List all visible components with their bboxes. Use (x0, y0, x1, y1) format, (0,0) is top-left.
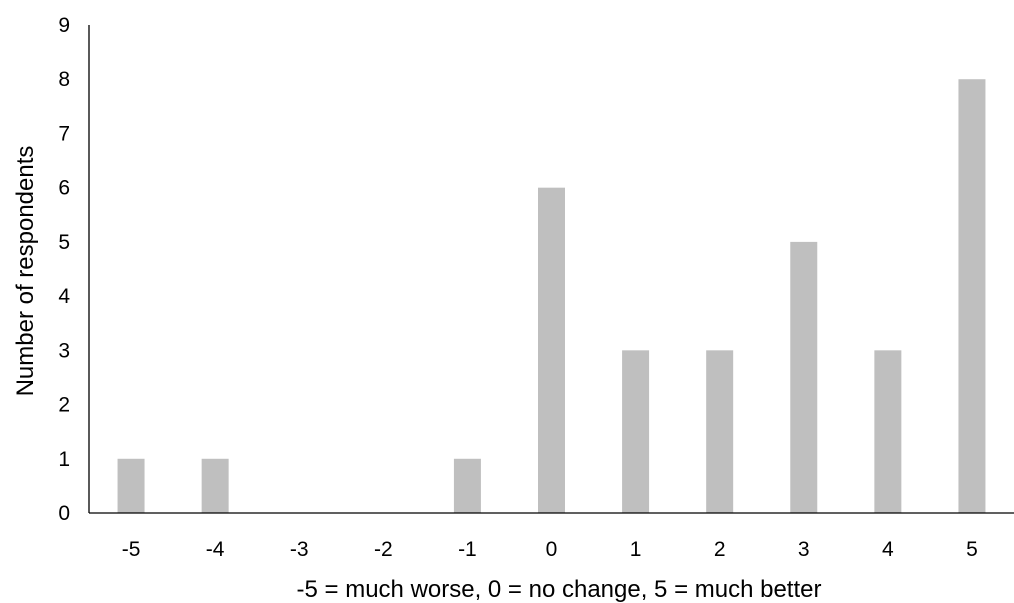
bar-5 (958, 79, 986, 513)
bar-2 (706, 350, 734, 513)
y-axis-title: Number of respondents (12, 146, 39, 397)
x-tick-label: 0 (546, 538, 558, 561)
y-tick-labels: 0 1 2 3 4 5 6 7 8 9 (58, 14, 70, 525)
x-tick-label: -4 (206, 538, 225, 561)
bar-4 (874, 350, 902, 513)
x-tick-label: 1 (630, 538, 642, 561)
y-tick-label: 3 (58, 339, 70, 362)
y-tick-label: 5 (58, 231, 70, 254)
x-tick-labels: -5 -4 -3 -2 -1 0 1 2 3 4 5 (122, 538, 978, 561)
y-tick-label: 1 (58, 448, 70, 471)
y-tick-label: 4 (58, 285, 70, 308)
y-tick-label: 2 (58, 394, 70, 417)
bars-layer (117, 79, 986, 514)
x-tick-label: -3 (290, 538, 309, 561)
x-axis-title: -5 = much worse, 0 = no change, 5 = much… (297, 576, 822, 603)
bar-3 (790, 241, 818, 513)
x-tick-label: 3 (798, 538, 810, 561)
axes-layer (88, 25, 1014, 514)
bar--4 (201, 458, 229, 513)
y-tick-label: 7 (58, 122, 70, 145)
bar-0 (538, 187, 565, 514)
x-tick-label: 2 (714, 538, 726, 561)
y-tick-label: 9 (58, 14, 70, 37)
y-tick-label: 8 (58, 68, 70, 91)
x-tick-label: 5 (966, 538, 978, 561)
bar--5 (117, 458, 145, 513)
x-tick-label: -2 (374, 538, 393, 561)
x-tick-label: -1 (458, 538, 477, 561)
x-tick-label: 4 (882, 538, 894, 561)
y-tick-label: 6 (58, 177, 70, 200)
bar-1 (622, 350, 650, 513)
y-tick-label: 0 (58, 502, 70, 525)
x-tick-label: -5 (122, 538, 141, 561)
bar--1 (453, 458, 481, 513)
